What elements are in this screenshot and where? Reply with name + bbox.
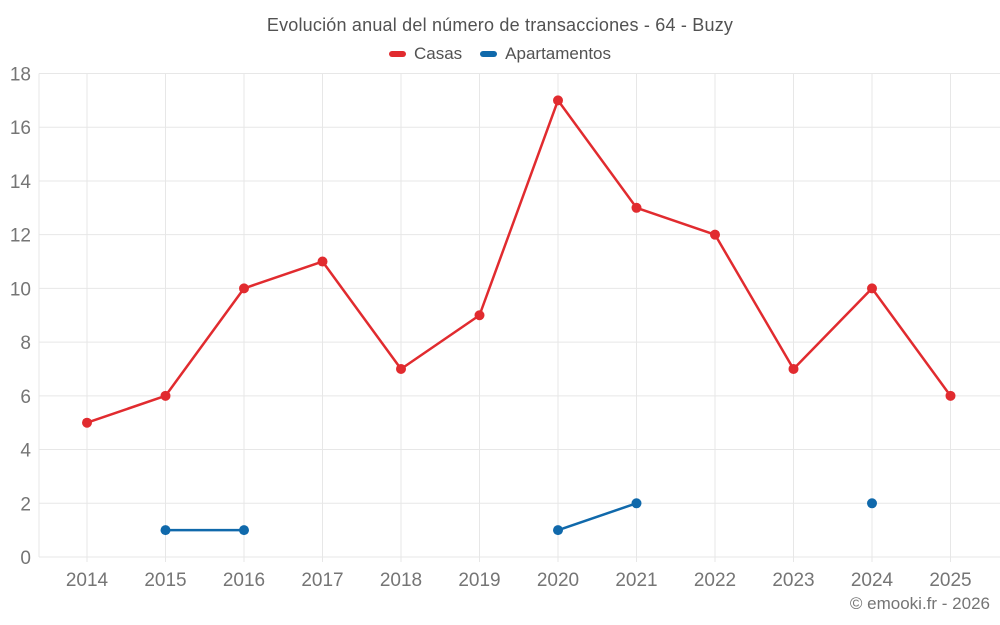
data-point-casas bbox=[788, 363, 799, 374]
data-point-apartamentos bbox=[631, 498, 642, 509]
x-tick-label: 2020 bbox=[537, 570, 579, 591]
data-point-casas bbox=[82, 417, 92, 428]
y-tick-label: 14 bbox=[10, 172, 32, 193]
x-tick-label: 2018 bbox=[380, 570, 422, 591]
data-point-casas bbox=[317, 256, 328, 267]
data-point-casas bbox=[553, 95, 563, 106]
x-tick-label: 2024 bbox=[851, 570, 894, 591]
data-point-casas bbox=[867, 283, 877, 294]
data-point-apartamentos bbox=[239, 525, 249, 536]
legend-item-casas[interactable]: Casas bbox=[388, 44, 463, 64]
chart-title: Evolución anual del número de transaccio… bbox=[266, 15, 734, 35]
legend-item-apartamentos[interactable]: Apartamentos bbox=[480, 44, 611, 64]
y-tick-label: 16 bbox=[10, 118, 31, 139]
x-tick-label: 2014 bbox=[66, 570, 109, 591]
data-point-casas bbox=[396, 363, 406, 374]
data-point-apartamentos bbox=[160, 525, 171, 536]
data-point-casas bbox=[474, 310, 485, 321]
x-tick-label: 2015 bbox=[144, 570, 186, 591]
y-tick-label: 6 bbox=[20, 387, 31, 408]
data-point-casas bbox=[631, 202, 642, 213]
legend-label-casas: Casas bbox=[413, 44, 463, 63]
y-tick-label: 10 bbox=[10, 279, 31, 300]
copyright: © emooki.fr - 2026 bbox=[849, 594, 990, 613]
data-point-casas bbox=[945, 390, 956, 401]
x-tick-label: 2019 bbox=[458, 570, 500, 591]
data-point-casas bbox=[710, 229, 720, 240]
y-tick-label: 18 bbox=[10, 65, 31, 86]
y-tick-label: 2 bbox=[20, 494, 31, 515]
x-tick-label: 2016 bbox=[223, 570, 265, 591]
x-tick-label: 2017 bbox=[301, 570, 343, 591]
legend-label-apartamentos: Apartamentos bbox=[505, 44, 612, 63]
data-point-casas bbox=[239, 283, 249, 294]
y-tick-label: 8 bbox=[20, 333, 31, 354]
data-point-apartamentos bbox=[867, 498, 877, 509]
data-point-casas bbox=[160, 390, 171, 401]
x-tick-label: 2023 bbox=[772, 570, 814, 591]
legend-swatch-casas bbox=[388, 51, 406, 57]
x-tick-label: 2021 bbox=[615, 570, 657, 591]
chart-legend: Casas Apartamentos bbox=[0, 44, 1000, 64]
y-tick-label: 4 bbox=[20, 441, 31, 462]
y-tick-label: 0 bbox=[20, 548, 31, 569]
series-line-casas bbox=[86, 99, 952, 424]
x-tick-label: 2025 bbox=[929, 570, 971, 591]
y-tick-label: 12 bbox=[10, 226, 31, 247]
legend-swatch-apartamentos bbox=[480, 51, 498, 57]
x-tick-label: 2022 bbox=[694, 570, 736, 591]
series-line-apartamentos bbox=[557, 502, 637, 532]
data-point-apartamentos bbox=[553, 525, 563, 536]
